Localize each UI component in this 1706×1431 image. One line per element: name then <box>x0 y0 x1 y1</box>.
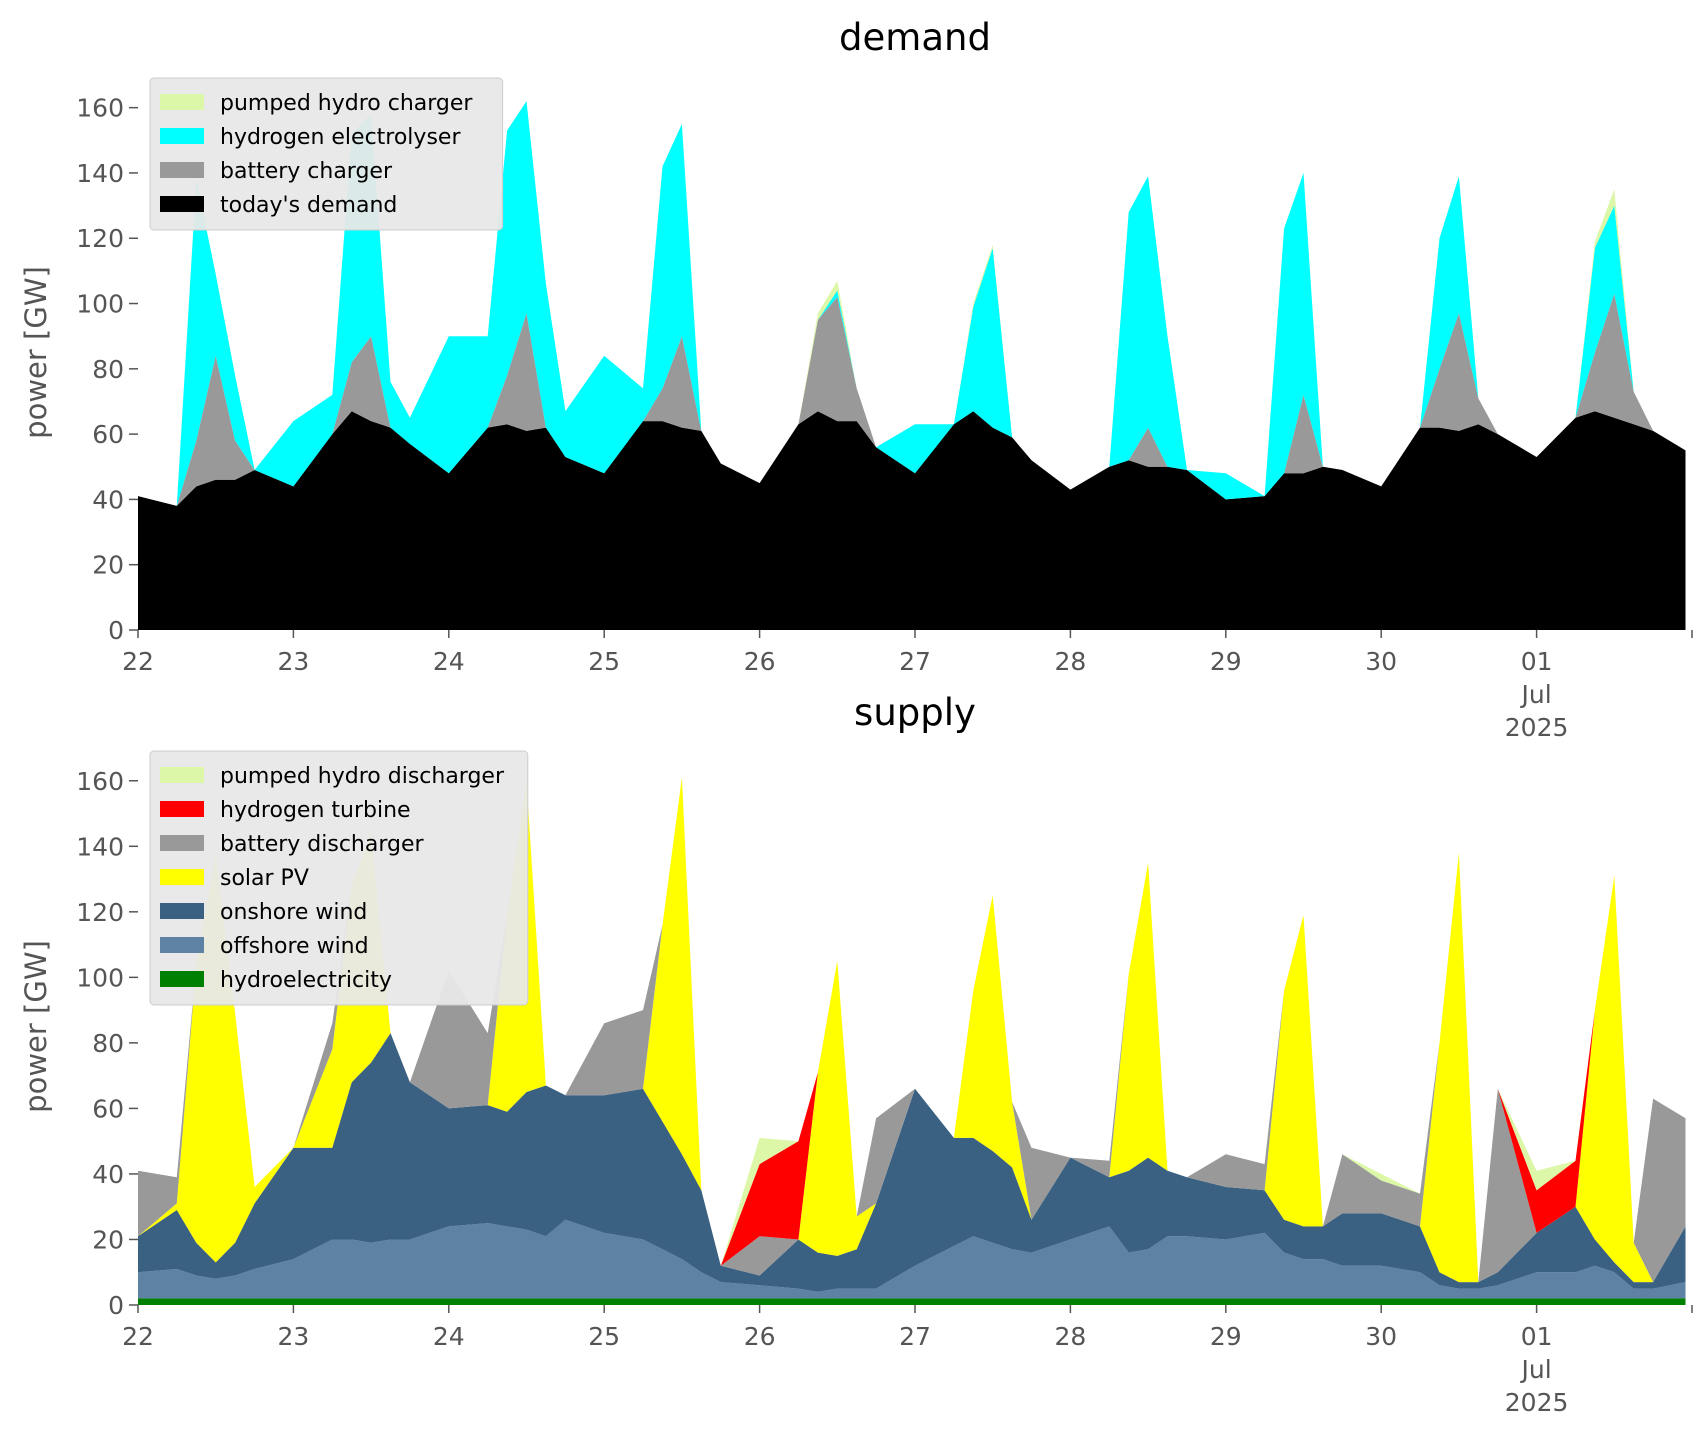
chart-0-ytick-label: 100 <box>76 290 124 319</box>
chart-0-legend-swatch-hydrogen-electrolyser <box>160 128 204 144</box>
chart-1-legend-label-offshore-wind: offshore wind <box>220 934 369 959</box>
chart-0-ytick-label: 20 <box>92 551 124 580</box>
chart-1-xtick-label: 29 <box>1210 1322 1242 1351</box>
chart-0-xtick-label: 27 <box>899 647 931 676</box>
chart-0-legend <box>149 77 504 231</box>
chart-1-xtick-label: 27 <box>899 1322 931 1351</box>
chart-1-legend-label-onshore-wind: onshore wind <box>220 900 367 925</box>
chart-1-xtick-label: 28 <box>1054 1322 1086 1351</box>
chart-1-xtick-label: 23 <box>277 1322 309 1351</box>
chart-1-group: supply power [GW] 0 20 40 60 80 100 120 140 160 22 2… <box>19 691 1693 1417</box>
chart-1-ytick-label: 100 <box>76 963 124 992</box>
chart-1-ytick-label: 20 <box>92 1225 124 1254</box>
chart-1-ytick-label: 40 <box>92 1160 124 1189</box>
chart-1-title: supply <box>854 691 976 734</box>
chart-0-area-today-s-demand <box>138 411 1686 630</box>
chart-0-ytick-label: 0 <box>108 616 124 645</box>
chart-1-legend <box>149 750 529 1006</box>
chart-1-legend-swatch-battery-discharger <box>160 835 204 851</box>
chart-0-xtick-label: 22 <box>122 647 154 676</box>
chart-1-legend-swatch-onshore-wind <box>160 903 204 919</box>
chart-1-xtick-label: 26 <box>744 1322 776 1351</box>
chart-1-legend-label-pumped-hydro-discharger: pumped hydro discharger <box>220 764 505 789</box>
chart-0-legend-label-hydrogen-electrolyser: hydrogen electrolyser <box>220 125 461 150</box>
chart-1-area-offshore-wind <box>138 1219 1686 1299</box>
chart-1-xtick-label: 24 <box>433 1322 465 1351</box>
chart-0-xtick-label: 26 <box>744 647 776 676</box>
chart-1-xtick-label: 01 Jul 2025 <box>1505 1322 1569 1417</box>
chart-1-legend-swatch-solar-pv <box>160 869 204 885</box>
chart-0-xtick-label: 28 <box>1054 647 1086 676</box>
chart-0-legend-label-today-s-demand: today's demand <box>220 193 397 218</box>
chart-0-ytick-label: 80 <box>92 355 124 384</box>
chart-1-legend-label-hydrogen-turbine: hydrogen turbine <box>220 798 411 823</box>
chart-1-ytick-label: 60 <box>92 1094 124 1123</box>
chart-0-legend-label-battery-charger: battery charger <box>220 159 393 184</box>
chart-1-ytick-label: 120 <box>76 898 124 927</box>
chart-0-ylabel: power [GW] <box>19 266 53 439</box>
chart-0-xtick-label: 25 <box>588 647 620 676</box>
chart-0-xtick-label: 23 <box>277 647 309 676</box>
chart-1-legend-swatch-offshore-wind <box>160 937 204 953</box>
chart-0-ytick-label: 120 <box>76 224 124 253</box>
chart-1-legend-label-hydroelectricity: hydroelectricity <box>220 968 392 993</box>
chart-1-legend-label-solar-pv: solar PV <box>220 866 309 891</box>
chart-1-legend-swatch-hydroelectricity <box>160 971 204 987</box>
chart-0-title: demand <box>839 16 991 59</box>
chart-0-xtick-label: 30 <box>1365 647 1397 676</box>
chart-0-xtick-label: 29 <box>1210 647 1242 676</box>
chart-1-area-battery-discharger <box>138 777 1686 1283</box>
chart-1-legend-swatch-hydrogen-turbine <box>160 801 204 817</box>
chart-0-group: demand power [GW] 0 20 40 60 80 100 120 140 160 22 2… <box>19 16 1693 742</box>
chart-0-xtick-label: 24 <box>433 647 465 676</box>
chart-1-ytick-label: 80 <box>92 1029 124 1058</box>
chart-0-legend-swatch-battery-charger <box>160 162 204 178</box>
chart-1-xtick-label: 30 <box>1365 1322 1397 1351</box>
chart-1-area-hydroelectricity <box>138 1298 1686 1305</box>
chart-0-legend-label-pumped-hydro-charger: pumped hydro charger <box>220 91 473 116</box>
chart-1-legend-label-battery-discharger: battery discharger <box>220 832 425 857</box>
chart-1-xtick-label: 22 <box>122 1322 154 1351</box>
chart-1-ytick-label: 140 <box>76 832 124 861</box>
chart-0-ytick-label: 160 <box>76 94 124 123</box>
chart-1-ytick-label: 0 <box>108 1291 124 1320</box>
chart-1-legend-swatch-pumped-hydro-discharger <box>160 767 204 783</box>
chart-1-xtick-label: 25 <box>588 1322 620 1351</box>
chart-0-legend-swatch-today-s-demand <box>160 196 204 212</box>
chart-0-ytick-label: 60 <box>92 420 124 449</box>
chart-1-area-onshore-wind <box>138 1033 1686 1292</box>
chart-1-ylabel: power [GW] <box>19 940 53 1113</box>
chart-0-area-battery-charger <box>138 293 1686 506</box>
chart-0-legend-swatch-pumped-hydro-charger <box>160 94 204 110</box>
chart-1-ytick-label: 160 <box>76 767 124 796</box>
chart-0-area-hydrogen-electrolyser <box>138 101 1686 506</box>
chart-0-ytick-label: 40 <box>92 485 124 514</box>
chart-0-xtick-label: 01 Jul 2025 <box>1505 647 1569 742</box>
chart-0-ytick-label: 140 <box>76 159 124 188</box>
